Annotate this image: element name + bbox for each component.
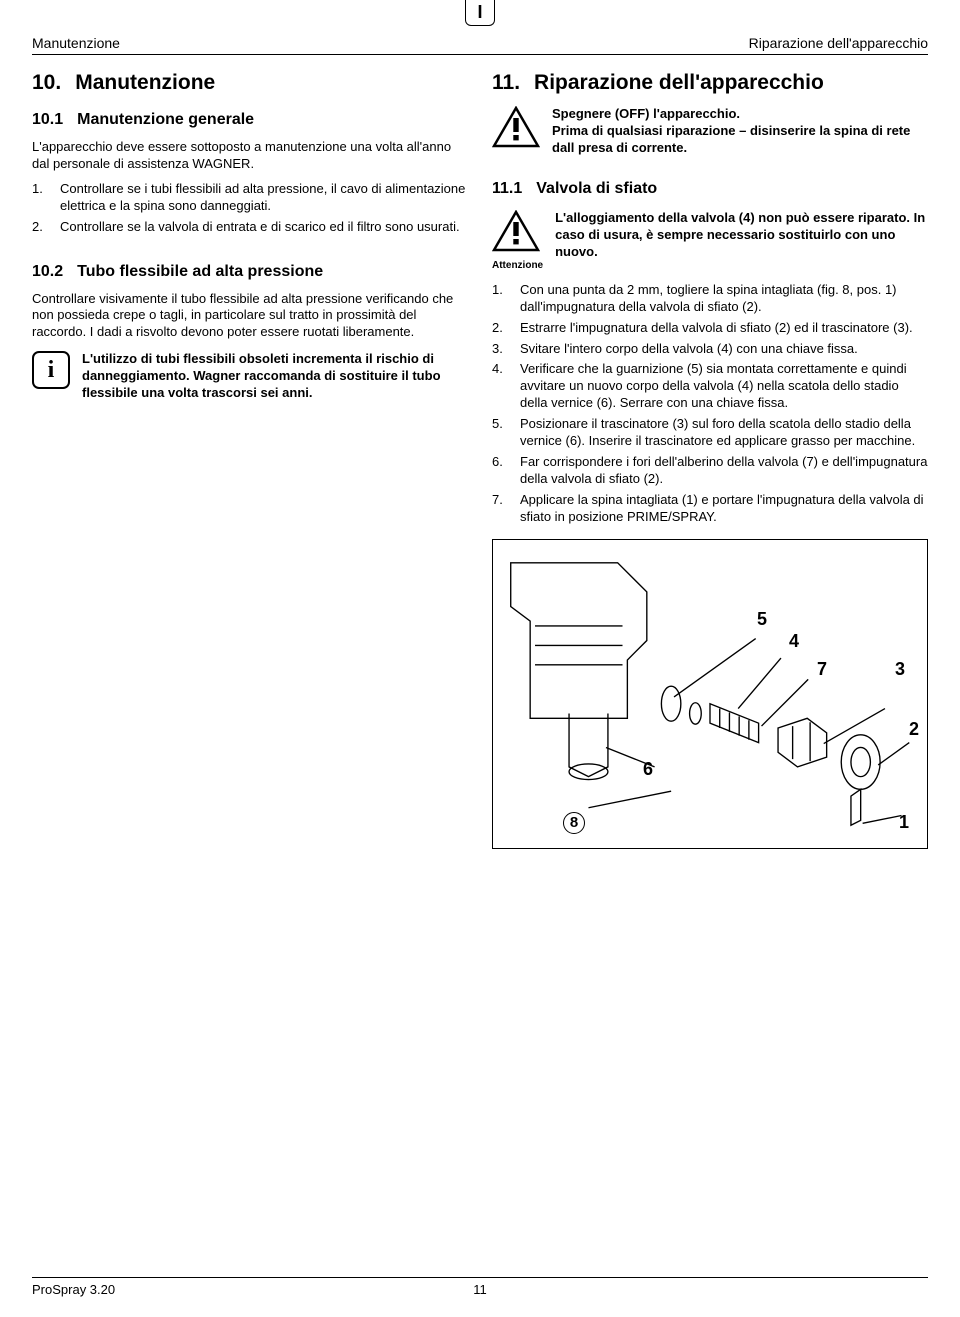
- callout-2: 2: [909, 718, 919, 741]
- list-item: 2.Estrarre l'impugnatura della valvola d…: [492, 320, 928, 337]
- header-rule: [32, 54, 928, 55]
- attention-text: L'alloggiamento della valvola (4) non pu…: [555, 210, 928, 264]
- attention-icon: Attenzione: [492, 210, 543, 272]
- list-item: 4.Verificare che la guarnizione (5) sia …: [492, 361, 928, 412]
- heading-10-num: 10.: [32, 69, 61, 96]
- language-tab: I: [465, 0, 495, 26]
- heading-11-txt: Riparazione dell'apparecchio: [534, 69, 824, 96]
- heading-11-num: 11.: [492, 69, 520, 96]
- list-item: 7.Applicare la spina intagliata (1) e po…: [492, 492, 928, 526]
- right-column: 11. Riparazione dell'apparecchio Spegner…: [492, 69, 928, 849]
- heading-11-1-num: 11.1: [492, 179, 522, 200]
- callout-6: 6: [643, 758, 653, 781]
- list-item: 5.Posizionare il trascinatore (3) sul fo…: [492, 416, 928, 450]
- heading-10-1-num: 10.1: [32, 110, 63, 131]
- info-icon: i: [32, 351, 70, 410]
- list-item: 1.Con una punta da 2 mm, togliere la spi…: [492, 282, 928, 316]
- figure-8: 5 4 7 3 2 6 1 8: [492, 539, 928, 849]
- footer-left: ProSpray 3.20: [32, 1282, 115, 1299]
- warning-box-1: Spegnere (OFF) l'apparecchio. Prima di q…: [492, 106, 928, 165]
- heading-10-txt: Manutenzione: [75, 69, 215, 96]
- heading-11-1: 11.1 Valvola di sfiato: [492, 179, 928, 200]
- list-item: 1.Controllare se i tubi flessibili ad al…: [32, 181, 468, 215]
- list-item: 2.Controllare se la valvola di entrata e…: [32, 219, 468, 236]
- info-text: L'utilizzo di tubi flessibili obsoleti i…: [82, 351, 468, 402]
- page-footer: ProSpray 3.20 11: [32, 1275, 928, 1299]
- heading-10-2-num: 10.2: [32, 262, 63, 283]
- callout-1: 1: [899, 811, 909, 834]
- header-left: Manutenzione: [32, 34, 120, 52]
- list-11-1: 1.Con una punta da 2 mm, togliere la spi…: [492, 282, 928, 526]
- list-item: 3.Svitare l'intero corpo della valvola (…: [492, 341, 928, 358]
- list-10-1: 1.Controllare se i tubi flessibili ad al…: [32, 181, 468, 236]
- info-box: i L'utilizzo di tubi flessibili obsoleti…: [32, 351, 468, 410]
- para-10-2: Controllare visivamente il tubo flessibi…: [32, 291, 468, 342]
- heading-10: 10. Manutenzione: [32, 69, 468, 96]
- heading-10-1: 10.1 Manutenzione generale: [32, 110, 468, 131]
- warning-icon: [492, 106, 540, 165]
- para-10-1: L'apparecchio deve essere sottoposto a m…: [32, 139, 468, 173]
- callout-8: 8: [563, 810, 585, 834]
- callout-4: 4: [789, 630, 799, 653]
- attention-label: Attenzione: [492, 259, 543, 272]
- heading-10-2: 10.2 Tubo flessibile ad alta pressione: [32, 262, 468, 283]
- attention-box: Attenzione L'alloggiamento della valvola…: [492, 210, 928, 272]
- footer-page: 11: [473, 1282, 487, 1299]
- figure-8-svg: [501, 548, 919, 840]
- list-item: 6.Far corrispondere i fori dell'alberino…: [492, 454, 928, 488]
- heading-10-1-txt: Manutenzione generale: [77, 110, 254, 131]
- callout-3: 3: [895, 658, 905, 681]
- heading-11: 11. Riparazione dell'apparecchio: [492, 69, 928, 96]
- heading-10-2-txt: Tubo flessibile ad alta pressione: [77, 262, 323, 283]
- warning-text-1: Spegnere (OFF) l'apparecchio. Prima di q…: [552, 106, 928, 157]
- heading-11-1-txt: Valvola di sfiato: [536, 179, 657, 200]
- callout-7: 7: [817, 658, 827, 681]
- left-column: 10. Manutenzione 10.1 Manutenzione gener…: [32, 69, 468, 849]
- header-right: Riparazione dell'apparecchio: [749, 34, 928, 52]
- callout-5: 5: [757, 608, 767, 631]
